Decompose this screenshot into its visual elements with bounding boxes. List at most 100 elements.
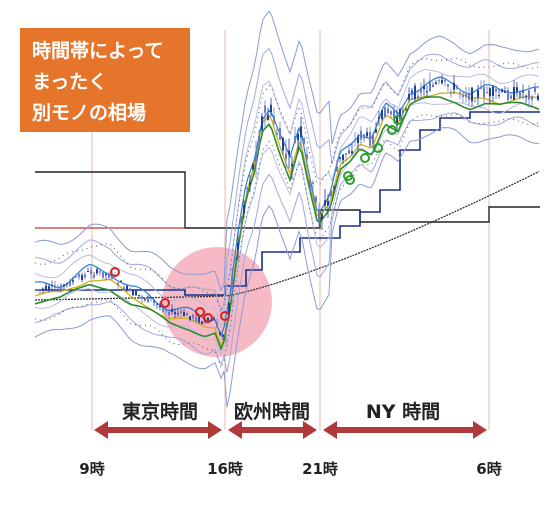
- candle-body: [66, 283, 68, 285]
- candle-body: [117, 283, 119, 285]
- candle-body: [261, 116, 263, 130]
- signal-marker-green: [387, 125, 397, 135]
- candle-body: [399, 109, 401, 119]
- candle-body: [78, 274, 80, 278]
- candle-body: [174, 312, 176, 315]
- candle-body: [471, 87, 473, 102]
- session-arrow-tokyo-head-right: [208, 421, 222, 439]
- time-tick-6: 6時: [476, 460, 501, 478]
- candle-body: [456, 85, 458, 89]
- candle-body: [165, 309, 167, 312]
- candle-body: [279, 128, 281, 140]
- candle-body: [336, 166, 338, 172]
- candle-body: [393, 110, 395, 118]
- candle-body: [135, 291, 137, 296]
- candle-body: [105, 273, 107, 276]
- candle-body: [96, 269, 98, 274]
- candle-body: [312, 182, 314, 184]
- session-layer: 東京時間 欧州時間 NY 時間 9時 16時 21時 6時: [79, 400, 501, 478]
- candle-body: [297, 133, 299, 141]
- candle-body: [504, 91, 506, 93]
- band-line: [34, 47, 540, 312]
- candle-body: [474, 100, 476, 102]
- candle-body: [309, 179, 311, 190]
- candle-body: [375, 129, 377, 133]
- candle-body: [168, 311, 170, 316]
- candle-body: [534, 87, 536, 93]
- candle-body: [273, 115, 275, 123]
- candle-body: [369, 132, 371, 146]
- candle-body: [159, 306, 161, 308]
- candle-body: [276, 133, 278, 135]
- candle-body: [69, 280, 71, 286]
- candle-body: [501, 89, 503, 92]
- callout-line-1: 時間帯によって: [32, 40, 164, 62]
- candle-body: [465, 94, 467, 97]
- candle-body: [432, 85, 434, 87]
- candle-body: [282, 137, 284, 151]
- candle-body: [291, 164, 293, 167]
- candle-body: [333, 186, 335, 188]
- candle-body: [120, 280, 122, 282]
- candle-body: [498, 95, 500, 96]
- candle-body: [459, 92, 461, 94]
- candle-body: [438, 80, 440, 82]
- candle-body: [414, 85, 416, 99]
- signal-marker-red: [195, 307, 205, 317]
- candle-body: [384, 107, 386, 117]
- signal-marker-green: [345, 175, 355, 185]
- candle-body: [366, 132, 368, 137]
- candle-body: [294, 136, 296, 143]
- band-line: [34, 10, 540, 292]
- candle-body: [39, 289, 41, 291]
- candle-body: [138, 294, 140, 296]
- candle-body: [243, 205, 245, 214]
- candle-body: [462, 94, 464, 97]
- candle-body: [177, 313, 179, 315]
- candle-body: [480, 87, 482, 89]
- candle-body: [495, 88, 497, 92]
- session-arrow-ny-head-left: [323, 421, 337, 439]
- candle-body: [321, 214, 323, 220]
- candle-body: [381, 110, 383, 120]
- candle-body: [54, 285, 56, 288]
- candle-body: [411, 90, 413, 93]
- candle-body: [435, 82, 437, 84]
- candle-body: [363, 134, 365, 139]
- candle-body: [72, 280, 74, 282]
- dotted-band: [34, 57, 540, 314]
- candle-body: [447, 84, 449, 87]
- candle-body: [60, 284, 62, 292]
- candle-body: [318, 209, 320, 222]
- candle-body: [240, 215, 242, 224]
- candle-body: [429, 80, 431, 91]
- candle-body: [183, 312, 185, 316]
- candle-body: [306, 154, 308, 160]
- candle-body: [264, 105, 266, 113]
- candle-body: [513, 87, 515, 100]
- step-line-navy: [35, 111, 540, 296]
- candle-body: [423, 85, 425, 90]
- session-label-ny: NY 時間: [366, 401, 440, 423]
- candle-body: [477, 90, 479, 98]
- candle-body: [396, 116, 398, 126]
- band-line: [34, 127, 539, 408]
- candle-body: [42, 288, 44, 290]
- candle-body: [303, 138, 305, 144]
- candle-body: [111, 273, 113, 279]
- ma-yellow: [34, 91, 540, 348]
- candle-body: [417, 95, 419, 99]
- candle-body: [150, 298, 152, 300]
- candle-body: [156, 303, 158, 305]
- candle-body: [216, 322, 218, 328]
- candle-body: [486, 92, 488, 93]
- candle-body: [426, 91, 428, 93]
- time-tick-9: 9時: [79, 460, 104, 478]
- candle-body: [483, 86, 485, 98]
- candle-body: [219, 332, 221, 335]
- candle-body: [132, 290, 134, 296]
- time-tick-21: 21時: [302, 460, 338, 478]
- candle-body: [360, 130, 362, 140]
- candle-body: [57, 287, 59, 289]
